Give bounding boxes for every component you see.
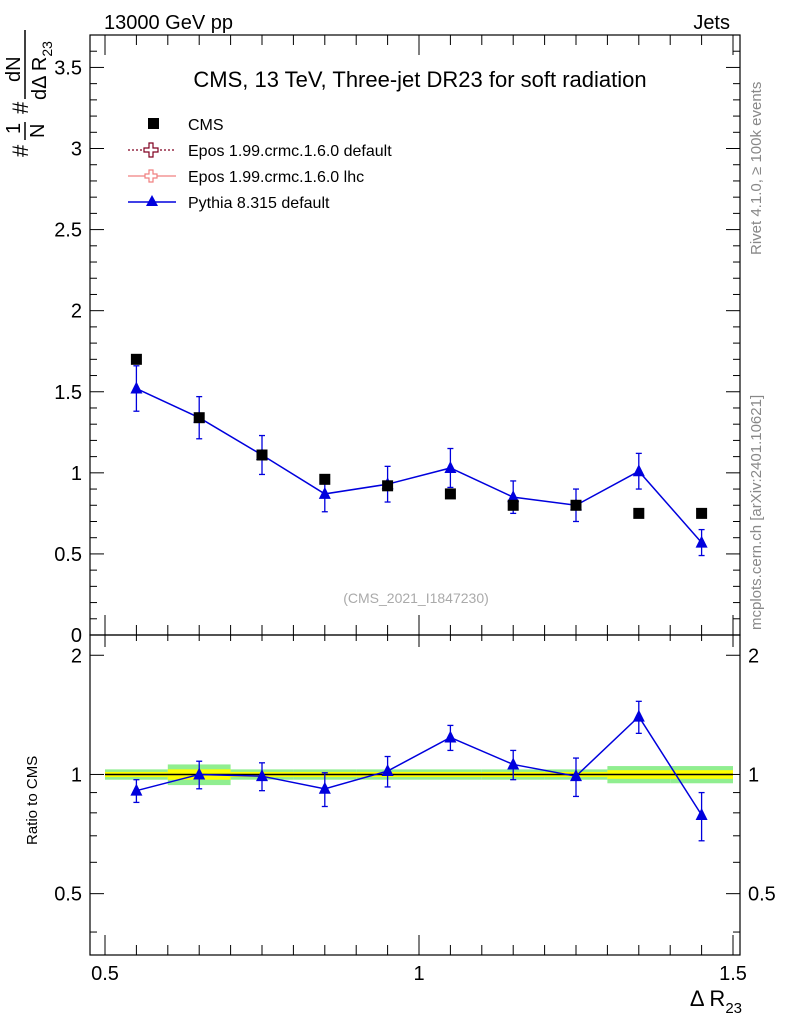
ratio-ytick-label-right: 2 [748,645,759,667]
mcplots-credit-label: mcplots.cern.ch [arXiv:2401.10621] [748,395,765,630]
ylabel-frac2-den-main: dΔ R [29,57,51,100]
pythia-point [130,381,143,394]
header-process-label: Jets [693,12,730,34]
main-ytick-label: 2 [71,301,82,323]
pythia-ratio-point [444,730,457,743]
pythia-ratio-point [318,781,331,794]
cms-data-point [570,499,582,511]
chart-title: CMS, 13 TeV, Three-jet DR23 for soft rad… [193,67,646,92]
pythia-ratio-point [570,769,582,782]
pythia-point [507,490,520,503]
x-tick-label: 1.5 [719,963,747,985]
cms-data-point [444,488,456,500]
ratio-ytick-label-right: 0.5 [748,884,776,906]
cms-data-point [696,507,708,519]
legend-pythia-marker [146,195,158,206]
pythia-ratio-point [130,783,143,796]
cms-data-point [633,507,645,519]
pythia-ratio-point [381,764,394,777]
main-y-axis-label: # 1 N # dN dΔ R23 [3,30,55,157]
legend-label-pythia: Pythia 8.315 default [188,195,330,212]
ratio-ytick-label-left: 2 [71,645,82,667]
ratio-plot-panel: 0.5 0.5 1 1 2 2 0.5 1 1.5 Ratio to CMS Δ R23 [24,634,776,1017]
cms-data-point [130,353,142,365]
cms-data-point [256,449,268,461]
pythia-ratio-point [632,709,645,722]
ratio-ytick-label-left: 0.5 [54,884,82,906]
rivet-version-label: Rivet 4.1.0, ≥ 100k events [748,82,765,255]
ylabel-frac1-num: 1 [3,123,25,134]
pythia-line [136,387,703,544]
pythia-ratio-line [136,715,703,816]
main-ytick-label: 0 [71,625,82,647]
main-ytick-label: 3 [71,139,82,161]
pythia-point [318,486,331,499]
pythia-point [695,535,708,548]
legend-epos-default-marker [143,142,159,158]
ylabel-frac2-den-sub: 23 [39,41,55,57]
header-beam-label: 13000 GeV pp [104,12,233,34]
x-axis-label-main: Δ R [690,986,725,1011]
cms-data-point [193,412,205,424]
legend-label-cms: CMS [188,117,224,134]
ratio-ytick-label-left: 1 [71,764,82,786]
legend-label-epos-lhc: Epos 1.99.crmc.1.6.0 lhc [188,169,364,186]
ylabel-frac1-den: N [27,124,49,138]
ratio-ytick-label-right: 1 [748,764,759,786]
main-ytick-label: 3.5 [54,57,82,79]
cms-data-point [319,473,331,485]
pythia-ratio-point [256,769,268,782]
pythia-point [632,464,645,477]
x-tick-label: 0.5 [91,963,119,985]
cms-data-point [507,499,519,511]
pythia-ratio-point [695,807,708,820]
legend-epos-lhc-marker [144,169,158,183]
ylabel-frac2-num: dN [3,56,25,82]
main-ytick-label: 1 [71,463,82,485]
ylabel-frac2-den: dΔ R23 [29,41,55,100]
ratio-plot-frame [89,634,741,956]
main-plot-panel: 0 0.5 1 1.5 2 2.5 3 3.5 CMS, 13 TeV, Three-jet … [3,30,741,647]
ylabel-hash-1: # [8,144,33,157]
legend-cms-marker [148,118,159,129]
x-tick-label: 1 [413,963,424,985]
ratio-y-axis-label: Ratio to CMS [24,756,41,845]
analysis-watermark: (CMS_2021_I1847230) [343,590,489,606]
legend-label-epos-default: Epos 1.99.crmc.1.6.0 default [188,143,392,160]
x-axis-label: Δ R23 [690,986,742,1017]
main-ytick-label: 0.5 [54,544,82,566]
cms-data-point [382,480,394,492]
pythia-ratio-point [193,767,206,780]
pythia-point [444,460,457,473]
pythia-ratio-point [507,757,520,770]
ylabel-hash-2: # [8,101,33,114]
main-ytick-label: 1.5 [54,382,82,404]
main-ytick-label: 2.5 [54,220,82,242]
legend: CMS Epos 1.99.crmc.1.6.0 default Epos 1.… [128,117,392,212]
x-axis-label-sub: 23 [725,1000,742,1017]
